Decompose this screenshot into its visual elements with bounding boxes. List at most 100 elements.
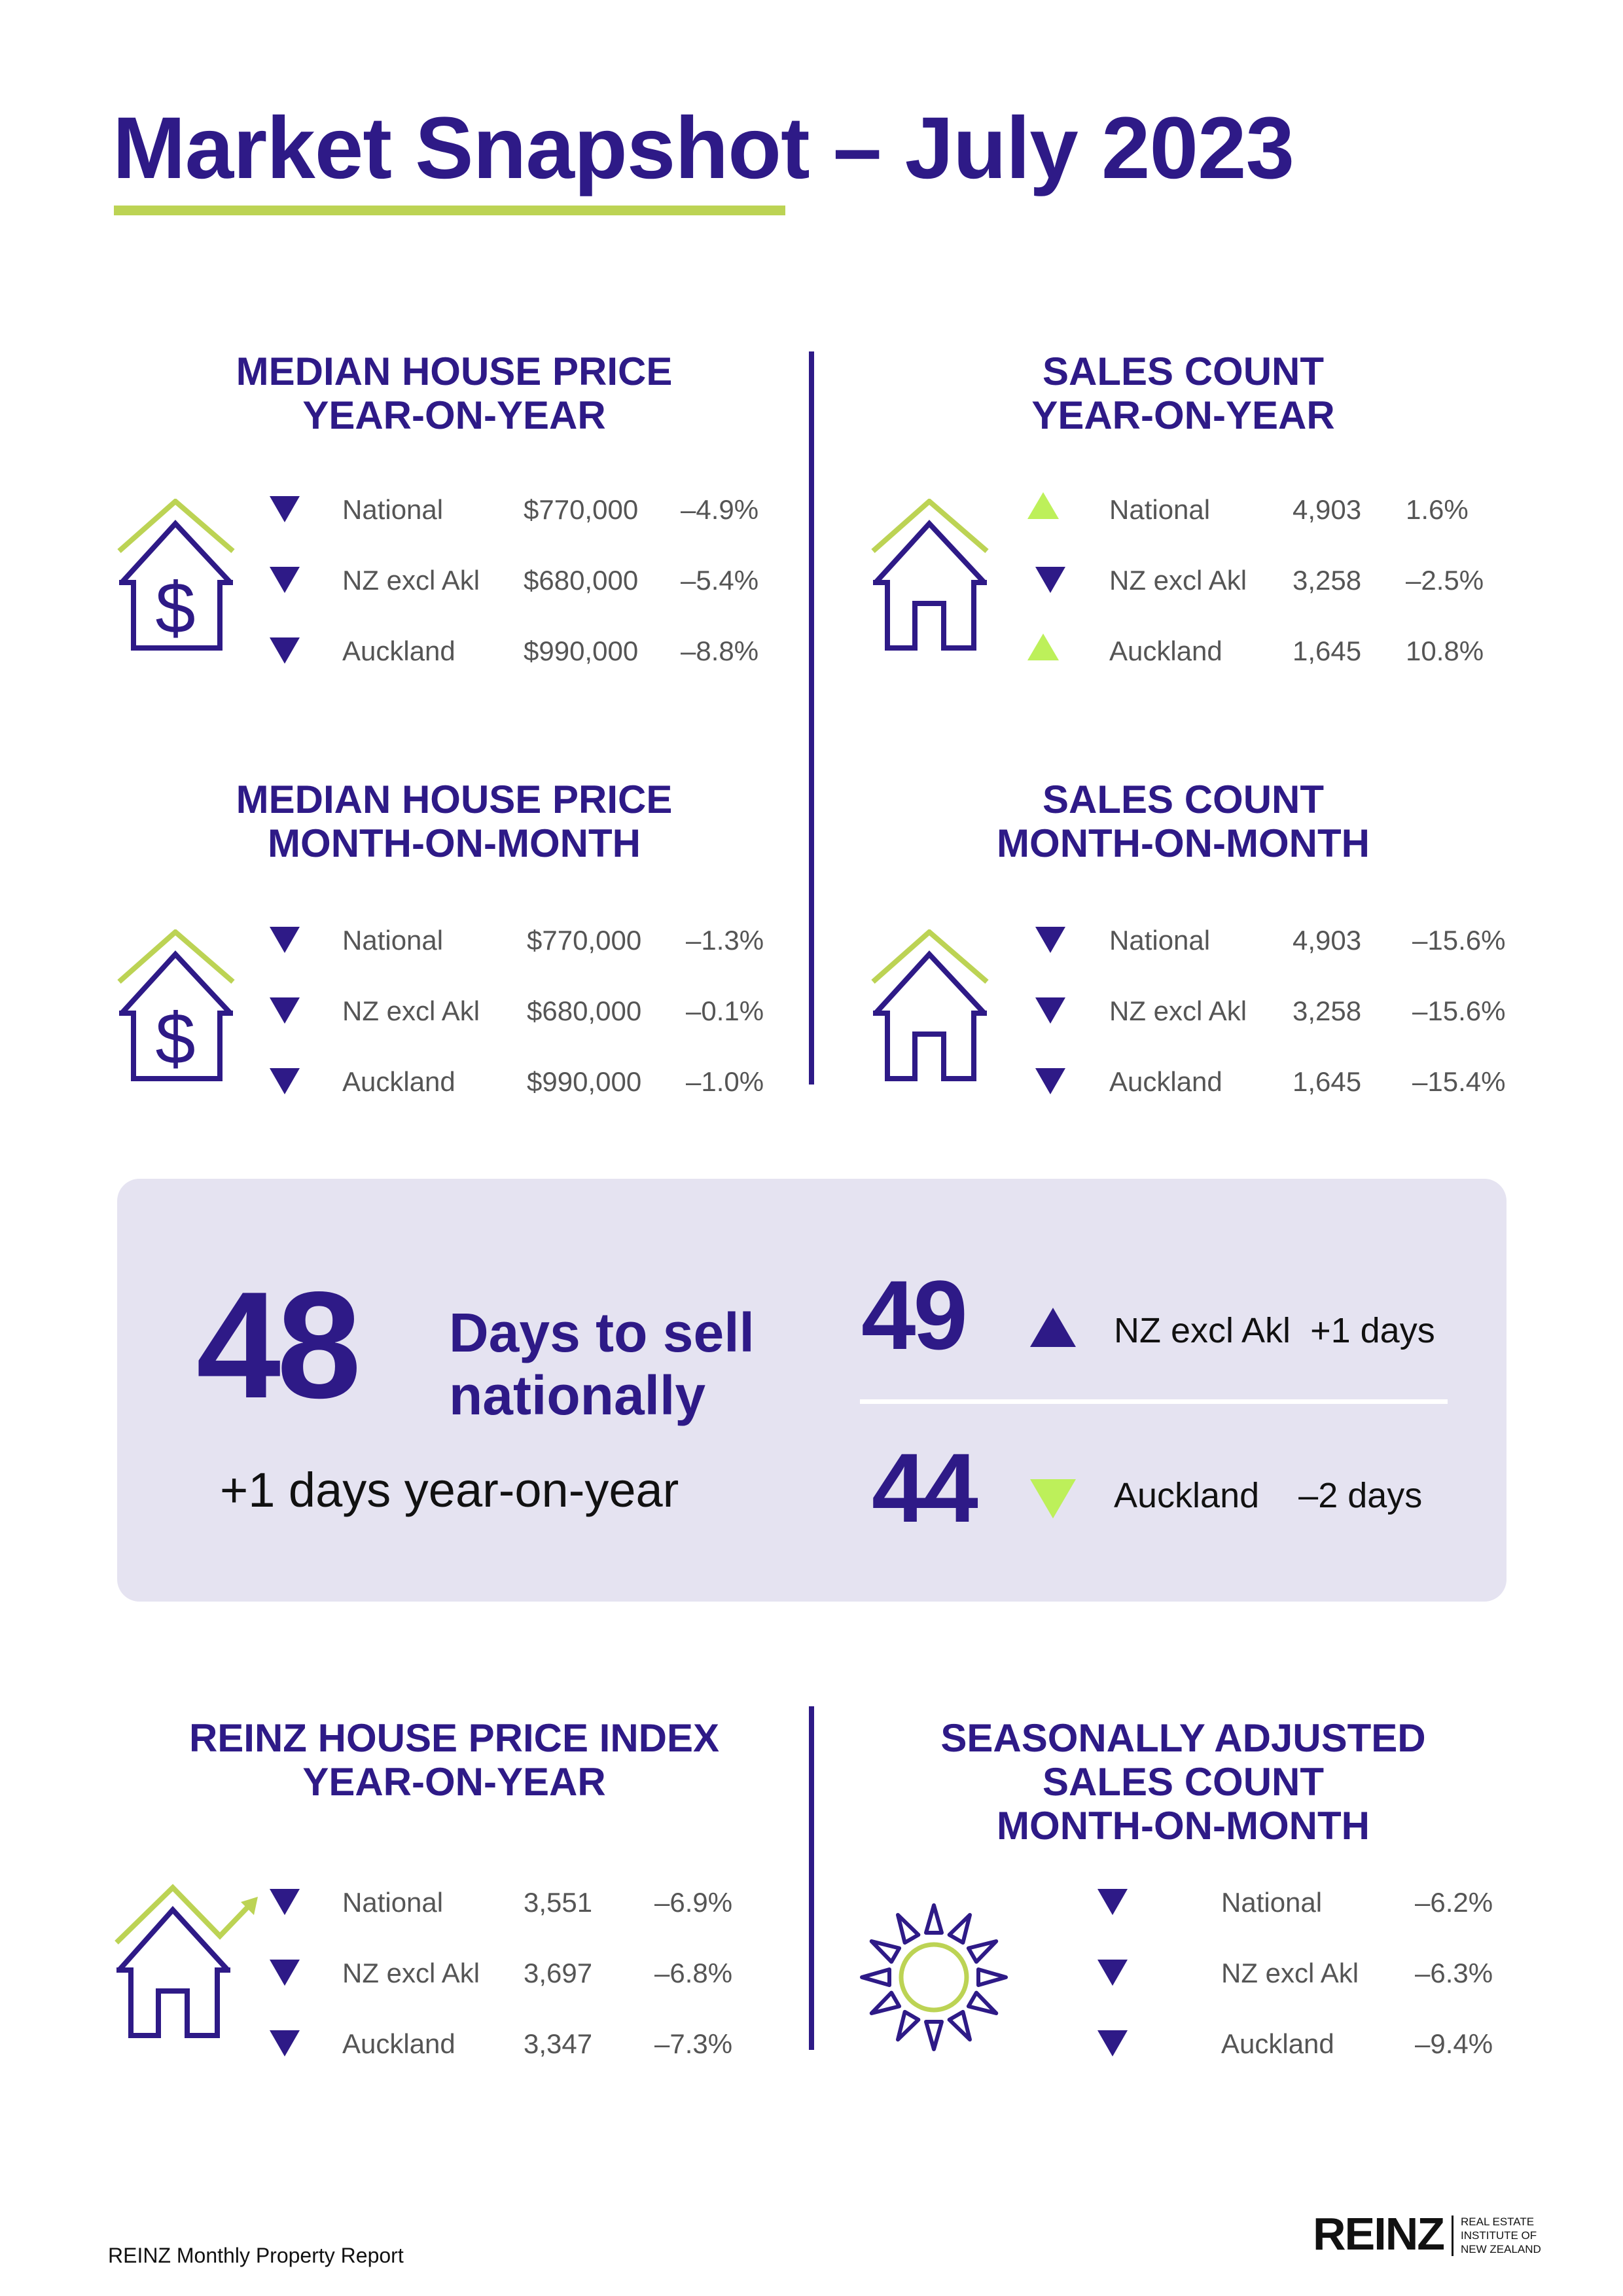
median-yoy-heading: MEDIAN HOUSE PRICE YEAR-ON-YEAR (127, 350, 781, 437)
hpi-yoy-heading: REINZ HOUSE PRICE INDEX YEAR-ON-YEAR (127, 1716, 781, 1804)
logo-wordmark: REINZ (1313, 2208, 1445, 2259)
logo-line: NEW ZEALAND (1461, 2243, 1541, 2255)
region-label: National (1109, 925, 1211, 956)
region-days-label: Auckland –2 days (1114, 1478, 1422, 1513)
footer-report-name: REINZ Monthly Property Report (108, 2244, 404, 2267)
down-arrow-icon (1030, 1479, 1076, 1518)
down-arrow-icon (270, 496, 300, 522)
region-change: +1 days (1310, 1311, 1435, 1350)
heading-line: YEAR-ON-YEAR (302, 393, 606, 437)
down-arrow-icon (1097, 1960, 1128, 1986)
down-arrow-icon (270, 637, 300, 664)
down-arrow-icon (270, 2030, 300, 2056)
change-value: 10.8% (1406, 636, 1484, 666)
house-icon (871, 929, 989, 1081)
heading-line: SEASONALLY ADJUSTED (940, 1716, 1426, 1760)
count-value: 1,645 (1293, 1066, 1362, 1097)
heading-line: MEDIAN HOUSE PRICE (236, 350, 673, 393)
national-days-change: +1 days year-on-year (220, 1463, 679, 1517)
change-value: –2.5% (1406, 565, 1484, 596)
price-value: $770,000 (527, 925, 642, 956)
sales-yoy-heading: SALES COUNT YEAR-ON-YEAR (856, 350, 1510, 437)
national-days-value: 48 (196, 1261, 361, 1430)
down-arrow-icon (270, 927, 300, 953)
region-days-value: 44 (872, 1433, 978, 1543)
region-label: National (342, 494, 444, 525)
change-value: –4.9% (681, 494, 759, 525)
region-label: National (1109, 494, 1211, 525)
count-value: 3,258 (1293, 565, 1362, 596)
heading-line: MONTH-ON-MONTH (997, 821, 1370, 865)
change-value: –6.8% (654, 1958, 733, 1988)
region-label: NZ excl Akl (342, 996, 480, 1026)
down-arrow-icon (1097, 2030, 1128, 2056)
seasonal-mom-heading: SEASONALLY ADJUSTED SALES COUNT MONTH-ON… (856, 1716, 1510, 1848)
index-value: 3,551 (524, 1887, 593, 1918)
index-value: 3,347 (524, 2028, 593, 2059)
count-value: 4,903 (1293, 494, 1362, 525)
heading-line: MONTH-ON-MONTH (997, 1804, 1370, 1848)
heading-line: REINZ HOUSE PRICE INDEX (188, 1716, 720, 1760)
logo-line: INSTITUTE OF (1461, 2229, 1537, 2242)
count-value: 4,903 (1293, 925, 1362, 956)
house-dollar-icon: $ (117, 929, 235, 1081)
sun-icon (860, 1903, 1008, 2051)
change-value: –0.1% (686, 996, 764, 1026)
price-value: $680,000 (527, 996, 642, 1026)
region-days-label: NZ excl Akl +1 days (1114, 1313, 1435, 1348)
region-label: NZ excl Akl (1109, 996, 1247, 1026)
down-arrow-icon (1097, 1889, 1128, 1915)
down-arrow-icon (270, 997, 300, 1024)
change-value: –7.3% (654, 2028, 733, 2059)
region-days-value: 49 (861, 1260, 968, 1370)
heading-line: SALES COUNT (1042, 1760, 1325, 1804)
index-value: 3,697 (524, 1958, 593, 1988)
change-value: –9.4% (1415, 2028, 1493, 2059)
down-arrow-icon (1035, 927, 1065, 953)
region-name: NZ excl Akl (1114, 1311, 1291, 1350)
region-label: NZ excl Akl (1109, 565, 1247, 596)
svg-text:$: $ (155, 999, 195, 1079)
down-arrow-icon (270, 1960, 300, 1986)
up-arrow-icon (1030, 1308, 1076, 1347)
heading-line: YEAR-ON-YEAR (302, 1760, 606, 1804)
heading-line: MEDIAN HOUSE PRICE (236, 778, 673, 821)
house-icon (871, 499, 989, 651)
column-divider-top (809, 351, 814, 1085)
down-arrow-icon (270, 567, 300, 593)
change-value: –1.0% (686, 1066, 764, 1097)
price-value: $680,000 (524, 565, 639, 596)
region-label: National (342, 1887, 444, 1918)
region-label: National (342, 925, 444, 956)
title-underline (114, 206, 785, 215)
down-arrow-icon (1035, 1068, 1065, 1094)
down-arrow-icon (1035, 567, 1065, 593)
region-label: NZ excl Akl (1221, 1958, 1359, 1988)
region-label: Auckland (342, 2028, 455, 2059)
region-name: Auckland (1114, 1476, 1260, 1515)
region-label: NZ excl Akl (342, 565, 480, 596)
region-label: NZ excl Akl (342, 1958, 480, 1988)
logo-line: REAL ESTATE (1461, 2215, 1535, 2228)
days-to-sell-panel (117, 1179, 1507, 1602)
label-line: nationally (449, 1365, 706, 1426)
region-label: Auckland (1109, 636, 1222, 666)
change-value: –6.2% (1415, 1887, 1493, 1918)
heading-line: MONTH-ON-MONTH (268, 821, 641, 865)
change-value: –6.3% (1415, 1958, 1493, 1988)
logo-divider (1452, 2215, 1454, 2256)
house-dollar-icon: $ (117, 499, 235, 651)
down-arrow-icon (270, 1068, 300, 1094)
count-value: 3,258 (1293, 996, 1362, 1026)
heading-line: SALES COUNT (1042, 778, 1325, 821)
panel-separator (860, 1399, 1448, 1404)
house-trend-icon (115, 1884, 258, 2038)
change-value: –15.6% (1412, 925, 1506, 956)
page-title: Market Snapshot – July 2023 (113, 99, 1294, 197)
change-value: –8.8% (681, 636, 759, 666)
median-mom-heading: MEDIAN HOUSE PRICE MONTH-ON-MONTH (127, 778, 781, 865)
down-arrow-icon (1035, 997, 1065, 1024)
heading-line: SALES COUNT (1042, 350, 1325, 393)
region-label: Auckland (1109, 1066, 1222, 1097)
price-value: $990,000 (527, 1066, 642, 1097)
